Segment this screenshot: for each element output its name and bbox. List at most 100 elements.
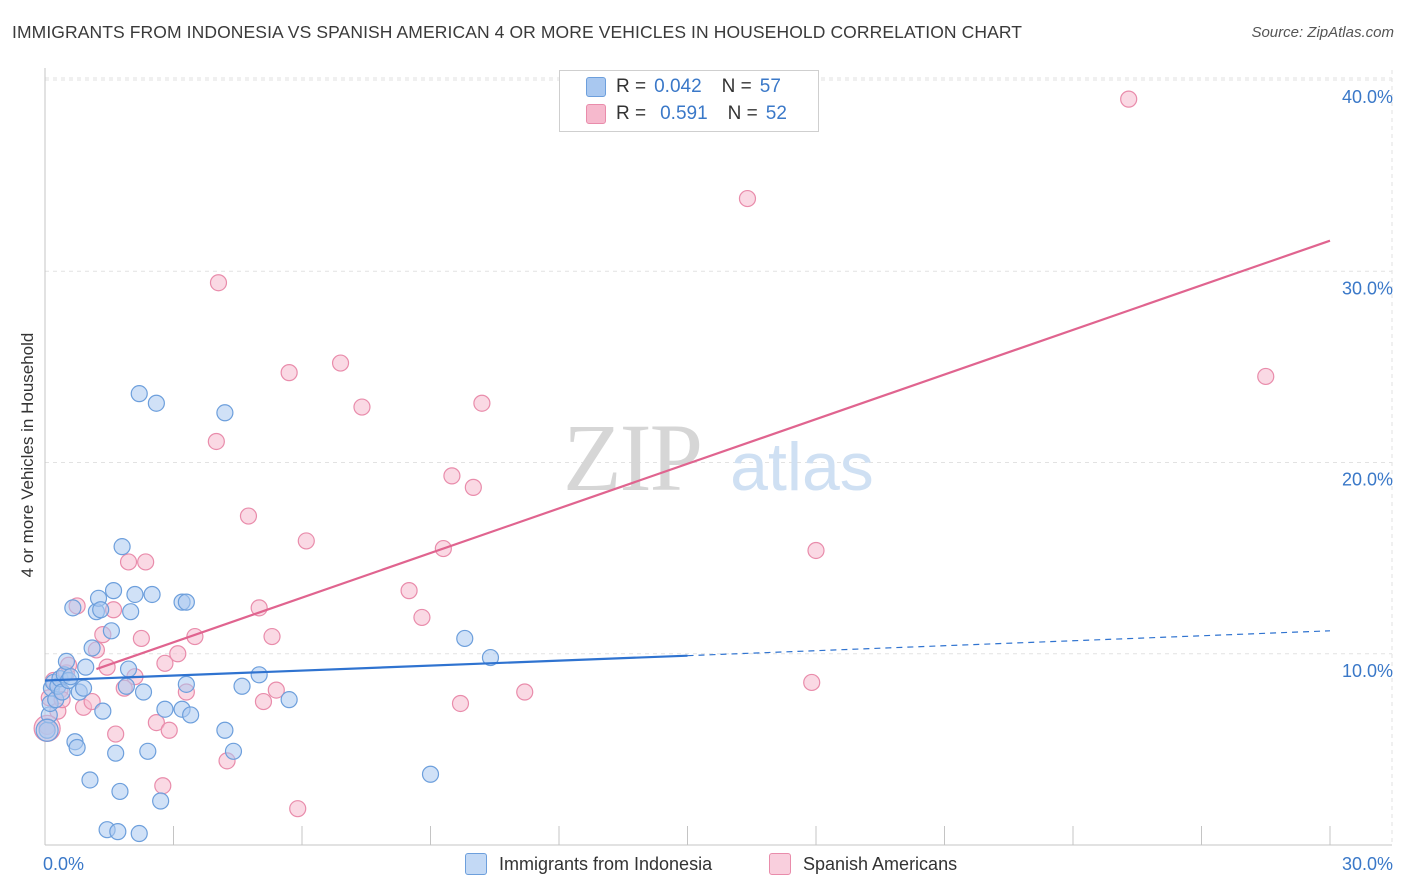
legend-n-value: 57 xyxy=(759,76,781,97)
point-immigrants-indonesia xyxy=(421,765,440,783)
point-spanish-americans xyxy=(160,721,178,739)
legend-r-label: R = xyxy=(616,76,647,97)
point-immigrants-indonesia xyxy=(126,585,144,604)
trend-line-indonesia-extension xyxy=(687,630,1331,657)
point-immigrants-indonesia xyxy=(134,683,153,701)
trend-line-indonesia xyxy=(44,654,688,682)
point-immigrants-indonesia xyxy=(64,599,82,617)
point-immigrants-indonesia xyxy=(57,652,76,671)
bottom-legend-indonesia: Immigrants from Indonesia xyxy=(465,852,712,876)
point-spanish-americans xyxy=(451,694,470,713)
legend-r-value: 0.042 xyxy=(654,76,702,97)
point-immigrants-indonesia xyxy=(62,668,80,686)
point-immigrants-indonesia xyxy=(107,744,125,762)
point-spanish-americans xyxy=(169,645,187,663)
trend-lines xyxy=(44,239,1331,682)
point-spanish-americans xyxy=(267,681,285,699)
point-spanish-americans xyxy=(107,725,125,743)
point-immigrants-indonesia xyxy=(94,702,112,720)
point-spanish-americans xyxy=(209,274,228,292)
point-spanish-americans xyxy=(331,354,350,372)
point-immigrants-indonesia xyxy=(250,666,268,684)
point-spanish-americans xyxy=(473,394,491,412)
legend-n-label: N = xyxy=(727,103,758,124)
point-immigrants-indonesia xyxy=(77,658,95,676)
bottom-legend-label-spanish: Spanish Americans xyxy=(803,853,958,874)
point-immigrants-indonesia xyxy=(68,738,86,757)
point-spanish-americans xyxy=(289,800,307,818)
point-immigrants-indonesia xyxy=(130,824,148,843)
point-spanish-americans xyxy=(400,582,418,600)
point-immigrants-indonesia xyxy=(177,675,195,693)
y-tick-label: 20.0% xyxy=(1342,470,1393,490)
series-immigrants-indonesia xyxy=(35,385,500,843)
legend-row-spanish: R = 0.591 N = 52 xyxy=(586,102,787,126)
bottom-legend-swatch-blue xyxy=(465,853,487,875)
point-immigrants-indonesia xyxy=(481,648,500,667)
point-immigrants-indonesia xyxy=(111,782,129,801)
point-immigrants-indonesia xyxy=(216,721,234,739)
watermark: ZIP atlas xyxy=(563,404,874,511)
axes xyxy=(44,68,1392,846)
point-immigrants-indonesia xyxy=(147,394,165,412)
point-spanish-americans xyxy=(254,692,273,711)
point-immigrants-indonesia xyxy=(143,585,161,604)
point-spanish-americans xyxy=(207,432,225,451)
x-tick-label: 0.0% xyxy=(43,854,84,874)
point-spanish-americans xyxy=(413,608,431,627)
point-spanish-americans xyxy=(803,673,821,692)
point-immigrants-indonesia xyxy=(152,792,170,810)
point-cluster-blue xyxy=(35,718,59,742)
point-spanish-americans xyxy=(156,654,174,672)
correlation-legend: R = 0.042 N = 57 R = 0.591 N = 52 xyxy=(559,70,819,132)
point-immigrants-indonesia xyxy=(102,622,120,640)
point-spanish-americans xyxy=(119,553,138,571)
point-spanish-americans xyxy=(263,627,281,646)
point-spanish-americans xyxy=(83,692,101,711)
point-spanish-americans xyxy=(1120,90,1138,108)
point-spanish-americans xyxy=(807,541,825,560)
chart-title: IMMIGRANTS FROM INDONESIA VS SPANISH AME… xyxy=(12,22,1023,42)
point-immigrants-indonesia xyxy=(130,385,148,403)
point-immigrants-indonesia xyxy=(81,771,99,789)
trend-line-spanish xyxy=(96,239,1331,671)
point-spanish-americans xyxy=(280,364,298,382)
point-spanish-americans xyxy=(154,777,172,795)
point-immigrants-indonesia xyxy=(224,742,243,760)
x-tick-label: 30.0% xyxy=(1342,854,1393,874)
point-immigrants-indonesia xyxy=(119,660,138,678)
bottom-legend-swatch-pink xyxy=(769,853,791,875)
point-spanish-americans xyxy=(443,467,461,485)
point-immigrants-indonesia xyxy=(113,538,131,556)
point-spanish-americans xyxy=(1257,367,1275,386)
point-spanish-americans xyxy=(137,553,155,571)
point-spanish-americans xyxy=(297,532,315,550)
point-immigrants-indonesia xyxy=(177,593,195,611)
grid-lines xyxy=(45,70,1393,845)
point-immigrants-indonesia xyxy=(92,601,110,619)
point-spanish-americans xyxy=(738,189,757,208)
watermark-zip: ZIP xyxy=(563,404,701,511)
point-spanish-americans xyxy=(516,683,534,701)
legend-swatch-blue xyxy=(586,77,606,97)
bottom-legend-label-indonesia: Immigrants from Indonesia xyxy=(499,853,713,874)
point-spanish-americans xyxy=(464,478,482,496)
legend-r-label: R = xyxy=(616,103,647,124)
bottom-legend-spanish: Spanish Americans xyxy=(769,852,957,876)
point-spanish-americans xyxy=(353,398,371,416)
point-immigrants-indonesia xyxy=(182,706,200,724)
point-immigrants-indonesia xyxy=(456,629,474,648)
point-immigrants-indonesia xyxy=(74,679,93,697)
legend-n-value: 52 xyxy=(765,103,787,124)
point-immigrants-indonesia xyxy=(233,677,251,695)
y-tick-label: 40.0% xyxy=(1342,87,1393,107)
point-immigrants-indonesia xyxy=(83,639,101,657)
point-immigrants-indonesia xyxy=(216,404,234,422)
legend-r-value: 0.591 xyxy=(660,103,708,124)
y-tick-label: 30.0% xyxy=(1342,278,1393,298)
point-immigrants-indonesia xyxy=(117,677,135,695)
y-tick-label: 10.0% xyxy=(1342,661,1393,681)
point-immigrants-indonesia xyxy=(109,823,127,841)
point-spanish-americans xyxy=(239,507,258,525)
